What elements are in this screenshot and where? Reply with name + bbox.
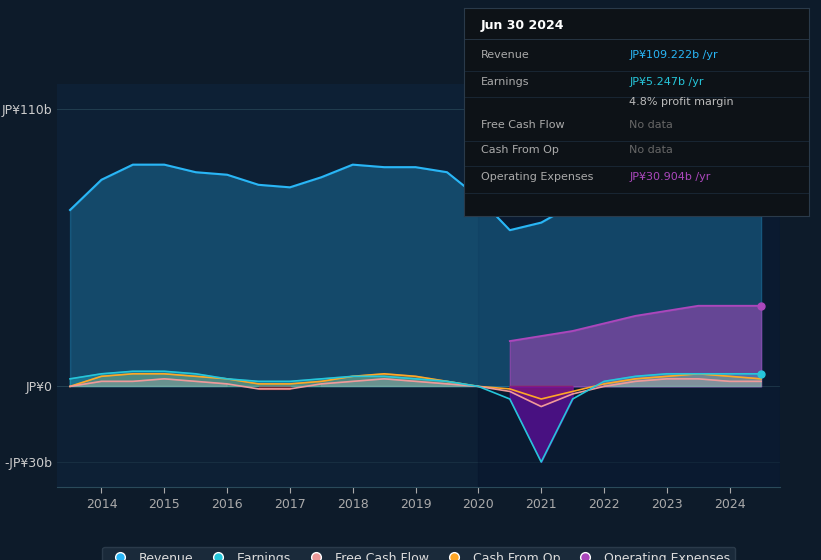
Text: JP¥30.904b /yr: JP¥30.904b /yr bbox=[630, 172, 711, 182]
Text: Operating Expenses: Operating Expenses bbox=[481, 172, 594, 182]
Text: Jun 30 2024: Jun 30 2024 bbox=[481, 18, 565, 32]
Text: JP¥109.222b /yr: JP¥109.222b /yr bbox=[630, 50, 718, 60]
Text: Earnings: Earnings bbox=[481, 77, 530, 87]
Text: Revenue: Revenue bbox=[481, 50, 530, 60]
Text: No data: No data bbox=[630, 145, 673, 155]
Text: Free Cash Flow: Free Cash Flow bbox=[481, 120, 565, 130]
Bar bbox=[479, 84, 780, 487]
Text: 4.8% profit margin: 4.8% profit margin bbox=[630, 97, 734, 108]
Text: No data: No data bbox=[630, 120, 673, 130]
Text: JP¥5.247b /yr: JP¥5.247b /yr bbox=[630, 77, 704, 87]
Text: Cash From Op: Cash From Op bbox=[481, 145, 559, 155]
Legend: Revenue, Earnings, Free Cash Flow, Cash From Op, Operating Expenses: Revenue, Earnings, Free Cash Flow, Cash … bbox=[103, 547, 735, 560]
